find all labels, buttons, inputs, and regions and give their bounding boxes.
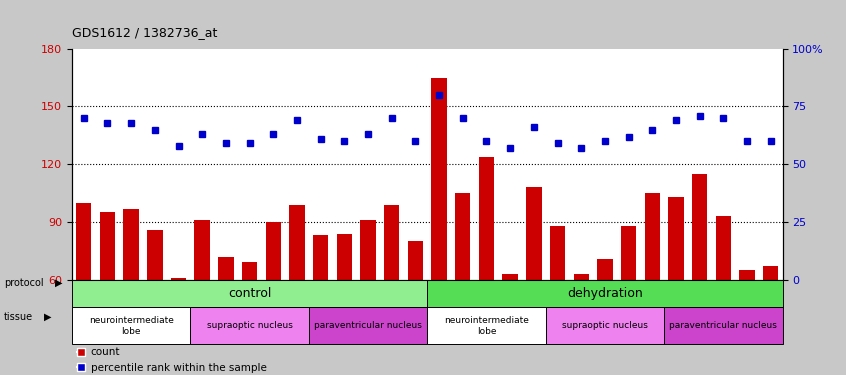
Text: supraoptic nucleus: supraoptic nucleus [206,321,293,330]
Bar [431,78,447,280]
Bar [645,193,660,280]
Bar [124,209,139,280]
Bar [384,205,399,280]
Bar [309,308,427,344]
Bar [716,216,731,280]
Bar [427,280,783,308]
Bar [574,274,589,280]
Bar [313,236,328,280]
Bar [503,274,518,280]
Bar [427,308,546,344]
Bar [763,266,778,280]
Bar [218,256,233,280]
Bar [289,205,305,280]
Text: neurointermediate
lobe: neurointermediate lobe [444,316,529,336]
Text: control: control [228,287,272,300]
Bar [526,188,541,280]
Bar [72,308,190,344]
Text: tissue: tissue [4,312,33,322]
Bar [147,230,162,280]
Bar [408,241,423,280]
Bar [550,226,565,280]
Bar [195,220,210,280]
Bar [664,308,783,344]
Bar [360,220,376,280]
Bar [479,156,494,280]
Bar [76,203,91,280]
Bar [546,308,664,344]
Legend: count, percentile rank within the sample: count, percentile rank within the sample [77,347,266,372]
Text: dehydration: dehydration [567,287,643,300]
Text: ▶: ▶ [44,312,52,322]
Text: neurointermediate
lobe: neurointermediate lobe [89,316,173,336]
Text: ▶: ▶ [55,278,63,288]
Bar [739,270,755,280]
Bar [692,174,707,280]
Bar [171,278,186,280]
Bar [668,197,684,280]
Bar [597,258,613,280]
Bar [337,234,352,280]
Bar [72,280,427,308]
Bar [242,262,257,280]
Bar [266,222,281,280]
Text: protocol: protocol [4,278,44,288]
Text: GDS1612 / 1382736_at: GDS1612 / 1382736_at [72,26,217,39]
Bar [621,226,636,280]
Bar [455,193,470,280]
Bar [100,212,115,280]
Text: paraventricular nucleus: paraventricular nucleus [669,321,777,330]
Text: paraventricular nucleus: paraventricular nucleus [314,321,422,330]
Bar [190,308,309,344]
Text: supraoptic nucleus: supraoptic nucleus [562,321,648,330]
